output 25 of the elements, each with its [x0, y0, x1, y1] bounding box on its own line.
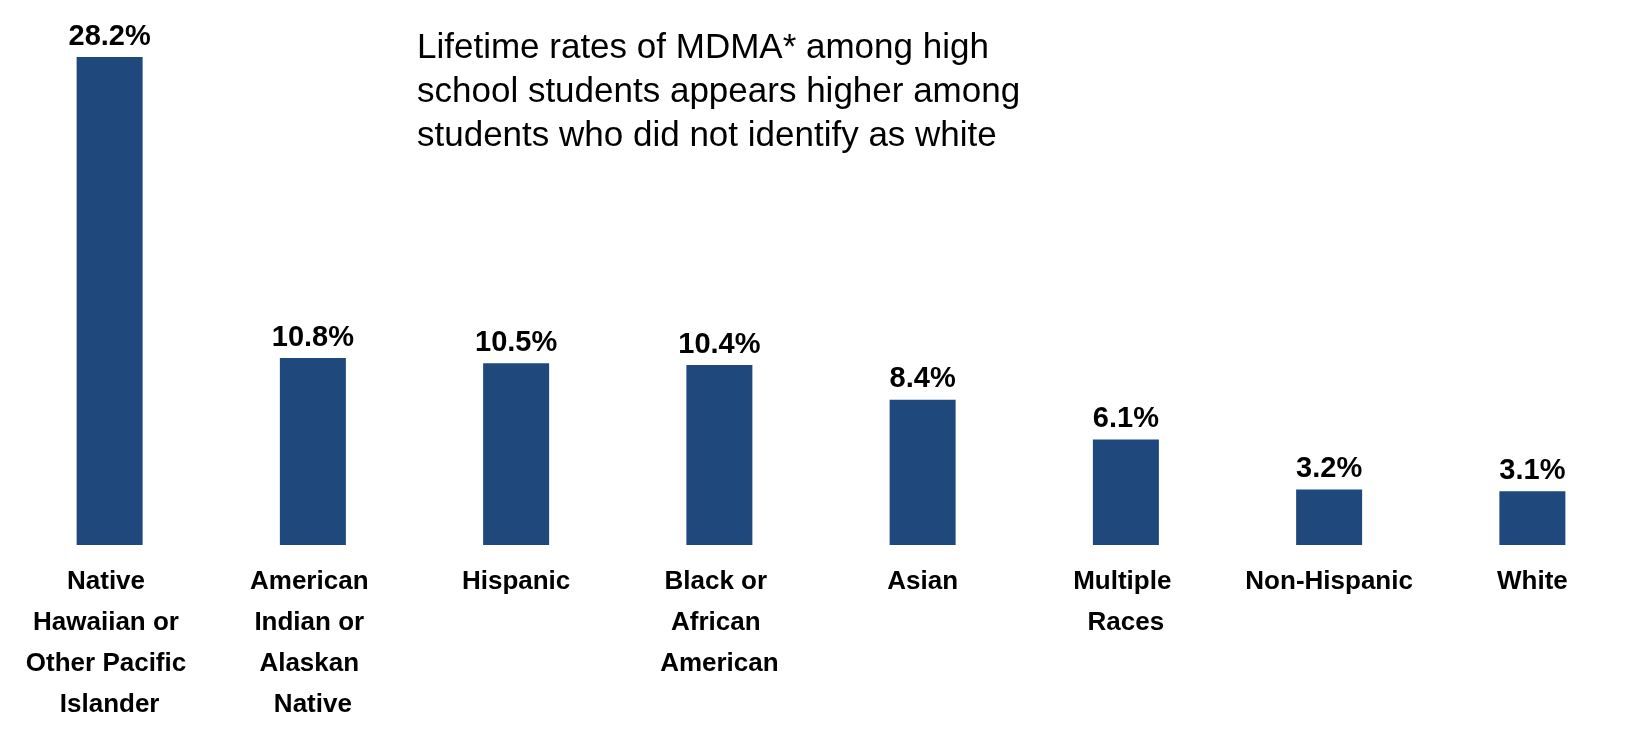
data-label: 10.5%	[475, 324, 558, 357]
bar	[279, 358, 346, 545]
x-tick-label: Non-Hispanic	[1245, 564, 1413, 595]
x-tick-label: White	[1496, 564, 1568, 595]
x-tick-label: Asian	[887, 564, 959, 595]
bar	[889, 399, 956, 545]
x-tick-label: American Indian or Alaskan Native	[250, 564, 376, 718]
bar	[483, 363, 550, 545]
data-label: 28.2%	[68, 18, 151, 51]
chart-title: Lifetime rates of MDMA* among high school students appears higher among students who did not identify as white	[417, 25, 1030, 153]
data-label: 6.1%	[1092, 400, 1160, 433]
data-label: 3.1%	[1499, 452, 1566, 485]
data-label: 10.4%	[678, 326, 761, 359]
bar	[1092, 439, 1159, 545]
data-label: 10.8%	[271, 319, 355, 352]
bar	[686, 365, 753, 545]
x-tick-label: Hispanic	[461, 564, 571, 595]
x-tick-label: Multiple Races	[1073, 564, 1179, 636]
x-tick-label: Black or African American	[660, 564, 779, 677]
data-label: 8.4%	[889, 361, 956, 394]
x-tick-label: Native Hawaiian or Other Pacific Islander	[25, 564, 194, 718]
bar	[1499, 491, 1566, 545]
bar	[1296, 489, 1363, 545]
bar	[76, 57, 143, 545]
data-label: 3.2%	[1296, 451, 1363, 484]
